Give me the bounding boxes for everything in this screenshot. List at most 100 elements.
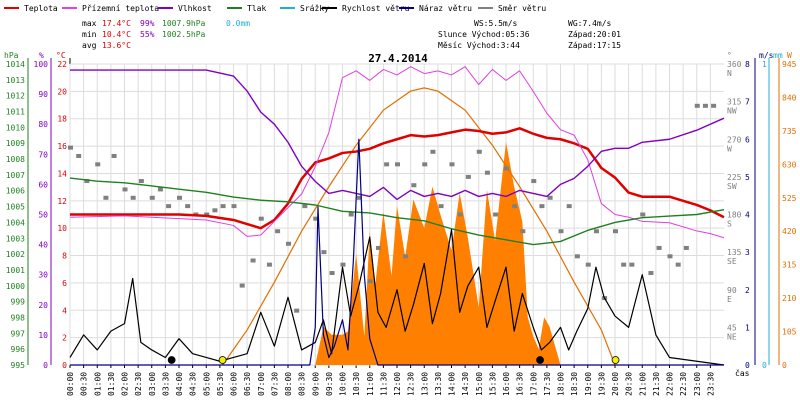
wind-dir-mark bbox=[547, 195, 553, 200]
axis-unit-c: °C bbox=[56, 51, 66, 60]
x-tick-label: 11:30 bbox=[379, 372, 388, 396]
legend-label: Směr větru bbox=[498, 4, 546, 13]
wind-dir-mark bbox=[266, 262, 272, 267]
wind-dir-mark bbox=[585, 262, 591, 267]
dir-tick-label: NE bbox=[727, 332, 737, 341]
legend-label: Přízemní teplota bbox=[82, 4, 159, 13]
x-tick-label: 14:30 bbox=[461, 372, 470, 396]
astro-marker-sunrise bbox=[218, 356, 227, 364]
series-line bbox=[69, 228, 725, 366]
ms-tick-label: 6 bbox=[745, 135, 750, 144]
pct-tick-label: 100 bbox=[34, 60, 49, 69]
dir-tick-label: 180 bbox=[727, 211, 742, 220]
x-tick-label: 01:00 bbox=[93, 372, 102, 396]
x-tick-label: 08:30 bbox=[298, 372, 307, 396]
hpa-tick-label: 1013 bbox=[6, 76, 25, 85]
mm-tick-label: 1 bbox=[762, 60, 767, 69]
ms-tick-label: 5 bbox=[745, 173, 750, 182]
wind-dir-mark bbox=[484, 170, 490, 175]
x-tick-label: 19:30 bbox=[597, 372, 606, 396]
c-tick-label: 6 bbox=[62, 279, 67, 288]
x-tick-label: 11:00 bbox=[366, 372, 375, 396]
wind-dir-mark bbox=[656, 245, 662, 250]
hpa-tick-label: 996 bbox=[11, 345, 26, 354]
x-tick-label: 17:30 bbox=[543, 372, 552, 396]
x-tick-label: 18:30 bbox=[570, 372, 579, 396]
wind-dir-mark bbox=[675, 262, 681, 267]
solar-radiation-area bbox=[315, 142, 561, 365]
hpa-tick-label: 1003 bbox=[6, 234, 25, 243]
x-tick-label: 09:30 bbox=[325, 372, 334, 396]
axis-unit-ms: m/s bbox=[759, 51, 774, 60]
legend-label: Náraz větru bbox=[419, 4, 472, 13]
wind-dir-mark bbox=[476, 149, 482, 154]
hpa-tick-label: 1001 bbox=[6, 266, 25, 275]
hpa-tick-label: 998 bbox=[11, 313, 26, 322]
hpa-tick-label: 1004 bbox=[6, 218, 25, 227]
wind-dir-mark bbox=[348, 212, 354, 217]
wind-dir-mark bbox=[640, 212, 646, 217]
stats-sunset: Západ:20:01 bbox=[568, 30, 621, 39]
wind-dir-mark bbox=[231, 204, 237, 209]
x-tick-label: 10:30 bbox=[352, 372, 361, 396]
stats-min-temp: 10.4°C bbox=[102, 30, 131, 39]
series-line bbox=[70, 69, 725, 201]
c-tick-label: 14 bbox=[57, 169, 67, 178]
pct-tick-label: 40 bbox=[38, 241, 48, 250]
ms-tick-label: 8 bbox=[745, 60, 750, 69]
wind-dir-mark bbox=[212, 208, 218, 213]
stats-ws: WS:5.5m/s bbox=[474, 19, 518, 28]
axis-unit-deg: ° bbox=[727, 51, 732, 60]
legend-label: Srážky bbox=[300, 4, 329, 13]
wind-dir-mark bbox=[239, 283, 245, 288]
legend-label: Teplota bbox=[24, 4, 58, 13]
c-tick-label: 8 bbox=[62, 252, 67, 261]
w-tick-label: 0 bbox=[782, 361, 787, 370]
hpa-tick-label: 1000 bbox=[6, 282, 25, 291]
stats-min-label: min bbox=[82, 30, 97, 39]
wind-dir-mark bbox=[430, 149, 436, 154]
dir-tick-label: N bbox=[727, 69, 732, 78]
x-tick-label: 12:30 bbox=[407, 372, 416, 396]
stats-max-temp: 17.4°C bbox=[102, 19, 131, 28]
x-tick-label: 10:00 bbox=[339, 372, 348, 396]
c-tick-label: 4 bbox=[62, 306, 67, 315]
axis-units: hPa % °C ° m/s mm W čas bbox=[4, 51, 792, 378]
pct-tick-label: 30 bbox=[38, 271, 48, 280]
x-tick-label: 21:00 bbox=[638, 372, 647, 396]
wind-dir-mark bbox=[694, 103, 700, 108]
wind-dir-mark bbox=[384, 162, 390, 167]
wind-dir-mark bbox=[321, 250, 327, 255]
dir-tick-label: 135 bbox=[727, 248, 742, 257]
series-line bbox=[70, 127, 725, 230]
stats-max-rain: 0.0mm bbox=[226, 19, 250, 28]
chart-title: 27.4.2014 bbox=[368, 52, 428, 65]
ms-tick-label: 1 bbox=[745, 323, 750, 332]
wind-dir-mark bbox=[166, 204, 172, 209]
hpa-tick-label: 1014 bbox=[6, 60, 25, 69]
dir-tick-label: E bbox=[727, 295, 732, 304]
wind-dir-mark bbox=[558, 229, 564, 234]
wind-dir-mark bbox=[520, 229, 526, 234]
x-tick-label: 19:00 bbox=[584, 372, 593, 396]
pct-tick-label: 60 bbox=[38, 180, 48, 189]
dir-tick-label: W bbox=[727, 144, 732, 153]
wind-dir-mark bbox=[667, 254, 673, 259]
wind-dir-mark bbox=[68, 145, 73, 150]
wind-dir-mark bbox=[149, 195, 155, 200]
wind-dir-mark bbox=[504, 166, 509, 171]
legend-label: Rychlost větru bbox=[342, 4, 410, 13]
w-tick-label: 105 bbox=[782, 328, 797, 337]
wind-dir-mark bbox=[683, 245, 689, 250]
c-tick-label: 22 bbox=[57, 60, 67, 69]
x-tick-label: 07:00 bbox=[257, 372, 266, 396]
wind-dir-mark bbox=[275, 229, 281, 234]
legend-label: Tlak bbox=[247, 4, 266, 13]
wind-dir-mark bbox=[629, 262, 635, 267]
axis-unit-cas: čas bbox=[735, 368, 750, 378]
wind-dir-mark bbox=[258, 216, 264, 221]
x-tick-label: 18:00 bbox=[557, 372, 566, 396]
wind-dir-mark bbox=[411, 183, 417, 188]
pct-tick-label: 0 bbox=[43, 361, 48, 370]
wind-dir-mark bbox=[574, 254, 580, 259]
